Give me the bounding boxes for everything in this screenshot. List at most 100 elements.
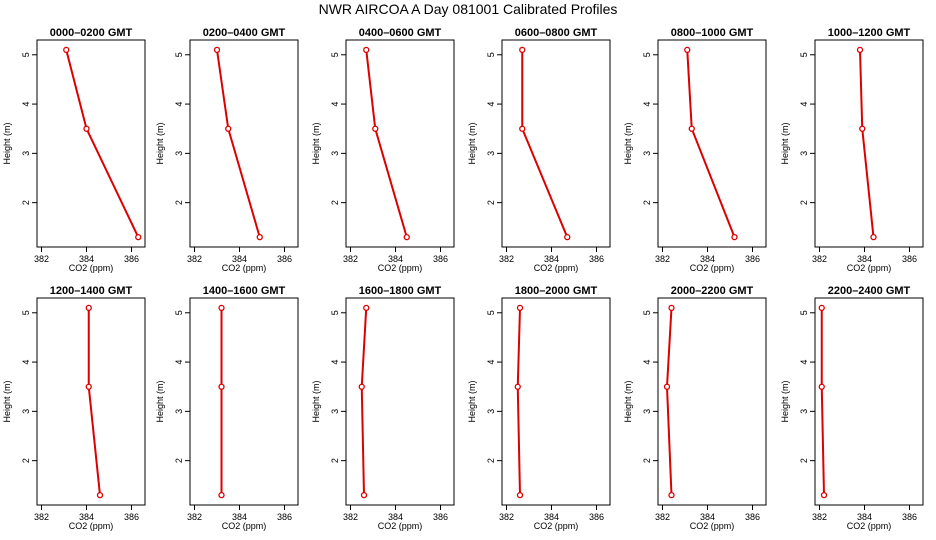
x-tick-label: 382 (343, 512, 358, 522)
profile-line (516, 307, 521, 496)
y-tick-label: 3 (330, 409, 340, 414)
panel-9: 1600–1800 GMT 382 384 386 CO2 (ppm) 2 3 4 5 Heigh… (311, 285, 455, 531)
data-point (218, 491, 225, 499)
x-tick-label: 386 (589, 512, 604, 522)
y-tick-label: 4 (21, 360, 31, 365)
x-tick-label: 382 (187, 254, 202, 264)
x-axis-label: CO2 (ppm) (69, 263, 114, 273)
x-axis-label: CO2 (ppm) (847, 263, 892, 273)
data-point (818, 304, 825, 312)
plot-frame (657, 297, 767, 506)
data-point (870, 233, 877, 241)
plot-frame (657, 39, 767, 248)
y-axis-label: Height (m) (311, 380, 321, 422)
x-tick-label: 382 (499, 254, 514, 264)
y-tick-label: 3 (174, 151, 184, 156)
y-tick-label: 2 (330, 200, 340, 205)
profile-line (65, 49, 140, 238)
data-point (820, 491, 828, 499)
data-point (519, 46, 526, 54)
x-tick-label: 382 (187, 512, 202, 522)
data-point (564, 233, 571, 241)
x-axis-label: CO2 (ppm) (222, 521, 267, 531)
x-tick-label: 386 (745, 254, 760, 264)
data-point (514, 383, 521, 390)
x-axis-label: CO2 (ppm) (378, 263, 423, 273)
panel-title: 0800–1000 GMT (671, 27, 754, 39)
x-tick-label: 384 (544, 512, 559, 522)
y-tick-label: 2 (642, 200, 652, 205)
y-tick-label: 3 (799, 409, 809, 414)
y-tick-label: 5 (642, 310, 652, 315)
y-tick-label: 3 (174, 409, 184, 414)
data-point (63, 46, 70, 54)
y-tick-label: 4 (486, 360, 496, 365)
panel-10: 1800–2000 GMT 382 384 386 CO2 (ppm) 2 3 4 5 Heigh… (467, 285, 611, 531)
panel-2: 0200–0400 GMT 382 384 386 CO2 (ppm) 2 3 4 5 Heigh… (155, 27, 299, 273)
x-tick-label: 386 (902, 254, 917, 264)
y-axis-label: Height (m) (467, 380, 477, 422)
profile-line (665, 307, 673, 496)
panel-title: 0000–0200 GMT (50, 27, 133, 39)
data-point (363, 304, 370, 312)
plot-frame (189, 39, 299, 248)
y-tick-label: 2 (174, 200, 184, 205)
data-point (218, 383, 225, 390)
y-tick-label: 5 (799, 52, 809, 57)
y-tick-label: 3 (799, 151, 809, 156)
panel-1: 0000–0200 GMT 382 384 386 CO2 (ppm) 2 3 4 5 Heigh… (2, 27, 146, 273)
data-point (85, 304, 92, 312)
y-axis-label: Height (m) (2, 380, 12, 422)
y-tick-label: 4 (642, 102, 652, 107)
data-point (688, 125, 695, 132)
y-tick-label: 4 (330, 102, 340, 107)
y-tick-label: 5 (799, 310, 809, 315)
x-tick-label: 382 (655, 512, 670, 522)
x-tick-label: 382 (499, 512, 514, 522)
y-axis-label: Height (m) (311, 122, 321, 164)
x-tick-label: 386 (433, 254, 448, 264)
y-tick-label: 3 (486, 151, 496, 156)
x-tick-label: 384 (700, 254, 715, 264)
y-tick-label: 3 (486, 409, 496, 414)
x-tick-label: 386 (902, 512, 917, 522)
data-point (256, 233, 263, 241)
plot-frame (36, 297, 146, 506)
panel-title: 0600–0800 GMT (515, 27, 598, 39)
data-point (363, 46, 370, 54)
data-point (859, 125, 866, 132)
y-tick-label: 5 (486, 310, 496, 315)
y-tick-label: 2 (486, 200, 496, 205)
x-tick-label: 386 (124, 512, 139, 522)
panel-title: 1400–1600 GMT (203, 285, 286, 297)
plot-frame (814, 297, 924, 506)
x-axis-label: CO2 (ppm) (222, 263, 267, 273)
x-axis-label: CO2 (ppm) (69, 521, 114, 531)
panel-title: 1200–1400 GMT (50, 285, 133, 297)
profile-line (360, 307, 368, 496)
x-tick-label: 384 (544, 254, 559, 264)
x-tick-label: 384 (232, 254, 247, 264)
y-tick-label: 5 (330, 52, 340, 57)
y-axis-label: Height (m) (780, 380, 790, 422)
data-point (818, 383, 825, 390)
x-tick-label: 384 (79, 254, 94, 264)
panel-title: 1600–1800 GMT (359, 285, 442, 297)
y-tick-label: 2 (799, 458, 809, 463)
y-tick-label: 3 (330, 151, 340, 156)
data-point (668, 304, 675, 312)
x-tick-label: 384 (857, 512, 872, 522)
profile-line (216, 49, 261, 238)
x-tick-label: 386 (433, 512, 448, 522)
data-point (403, 233, 410, 241)
y-tick-label: 4 (21, 102, 31, 107)
profile-line (87, 307, 101, 496)
data-point (856, 46, 864, 54)
data-point (358, 383, 365, 390)
data-point (135, 233, 142, 241)
y-tick-label: 5 (330, 310, 340, 315)
y-tick-label: 3 (21, 409, 31, 414)
y-axis-label: Height (m) (780, 122, 790, 164)
y-axis-label: Height (m) (623, 122, 633, 164)
figure-title: NWR AIRCOA A Day 081001 Calibrated Profi… (318, 1, 618, 17)
